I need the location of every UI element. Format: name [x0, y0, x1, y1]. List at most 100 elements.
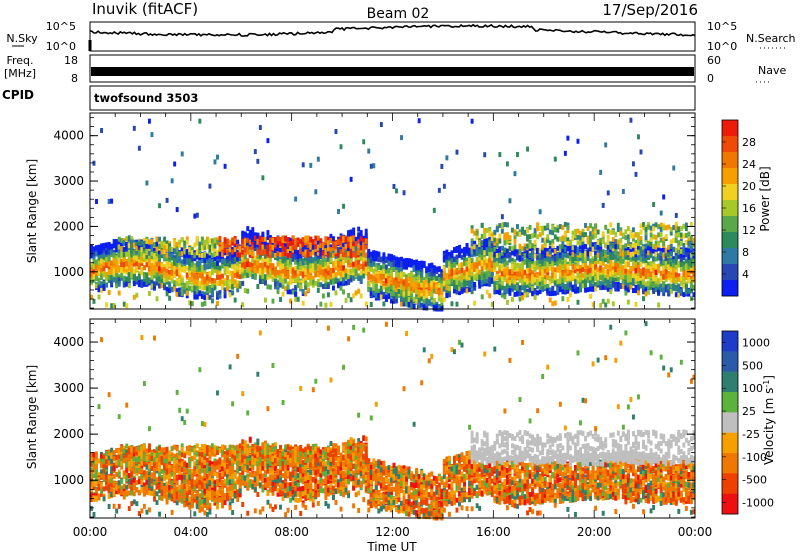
- rti-cell: [150, 274, 154, 280]
- rti-cell: [117, 281, 121, 287]
- rti-cell: [183, 243, 187, 249]
- rti-cell: [407, 299, 411, 305]
- rti-cell: [440, 163, 444, 169]
- rti-cell: [258, 235, 262, 241]
- rti-cell: [455, 279, 459, 285]
- rti-cell: [379, 281, 383, 287]
- rti-cell: [493, 285, 497, 291]
- rti-cell: [208, 288, 212, 294]
- rti-cell: [500, 258, 504, 264]
- rti-cell: [241, 252, 245, 258]
- rti-cell: [395, 261, 398, 267]
- rti-cell: [203, 295, 207, 301]
- rti-cell: [526, 258, 530, 264]
- rti-cell: [208, 276, 212, 282]
- rti-cell: [347, 236, 351, 242]
- rti-cell: [243, 262, 247, 268]
- rti-cell: [349, 257, 353, 263]
- rti-cell: [321, 269, 325, 275]
- rti-cell: [420, 277, 424, 283]
- rti-cell: [566, 296, 570, 302]
- rti-cell: [90, 267, 93, 273]
- rti-cell: [266, 284, 270, 290]
- rti-cell: [548, 287, 552, 293]
- rti-cell: [561, 255, 565, 261]
- rti-cell: [170, 286, 174, 292]
- rti-cell: [437, 289, 441, 295]
- rti-cell: [200, 280, 204, 286]
- rti-cell: [498, 252, 502, 258]
- rti-cell: [468, 282, 472, 288]
- rti-cell: [132, 125, 136, 131]
- rti-cell: [528, 282, 532, 288]
- rti-cell: [465, 274, 469, 280]
- rti-cell: [473, 281, 477, 287]
- rti-cell: [473, 300, 477, 306]
- rti-cell: [142, 273, 146, 279]
- rti-cell: [405, 264, 409, 270]
- rti-cell: [178, 274, 182, 280]
- rti-cell: [488, 277, 492, 283]
- rti-cell: [465, 280, 469, 286]
- rti-cell: [536, 284, 540, 290]
- rti-cell: [175, 257, 179, 263]
- rti-cell: [185, 272, 189, 278]
- rti-cell: [508, 270, 512, 276]
- rti-cell: [367, 255, 371, 261]
- rti-cell: [566, 222, 570, 228]
- rti-cell: [165, 286, 169, 292]
- rti-cell: [301, 263, 305, 269]
- rti-cell: [311, 239, 315, 245]
- rti-cell: [243, 258, 247, 264]
- rti-cell: [442, 268, 446, 274]
- rti-cell: [558, 258, 562, 264]
- rti-cell: [425, 300, 429, 306]
- rti-cell: [299, 243, 303, 249]
- rti-cell: [405, 289, 409, 295]
- freq-label: Freq.: [6, 54, 33, 67]
- rti-cell: [97, 266, 101, 272]
- rti-cell: [533, 228, 537, 234]
- rti-cell: [266, 274, 270, 280]
- rti-cell: [536, 234, 540, 240]
- rti-cell: [460, 274, 464, 280]
- rti-cell: [223, 289, 227, 295]
- rti-cell: [95, 198, 98, 204]
- rti-cell: [528, 224, 532, 230]
- rti-cell: [450, 253, 454, 259]
- rti-cell: [382, 268, 386, 274]
- rti-cell: [190, 268, 194, 274]
- nave-label: Nave: [758, 64, 786, 77]
- rti-cell: [213, 159, 217, 165]
- rti-cell: [516, 151, 519, 157]
- rti-cell: [226, 242, 230, 248]
- rti-cell: [223, 238, 227, 244]
- rti-cell: [195, 236, 199, 242]
- rti-cell: [536, 249, 540, 255]
- rti-cell: [384, 274, 388, 280]
- rti-cell: [301, 237, 305, 243]
- rti-cell: [410, 283, 414, 289]
- rti-cell: [301, 300, 305, 306]
- rti-cell: [546, 237, 550, 243]
- rti-cell: [120, 273, 124, 279]
- rti-cell: [458, 286, 461, 292]
- rti-cell: [541, 280, 545, 286]
- rti-cell: [178, 281, 182, 287]
- rti-cell: [271, 252, 275, 258]
- rti-cell: [526, 255, 530, 261]
- rti-cell: [422, 288, 426, 294]
- rti-cell: [566, 246, 570, 252]
- rti-cell: [263, 261, 267, 267]
- rti-cell: [147, 239, 151, 245]
- rti-cell: [266, 244, 270, 250]
- rti-cell: [425, 266, 429, 272]
- rti-cell: [518, 270, 522, 276]
- rti-cell: [379, 122, 383, 128]
- rti-cell: [556, 278, 560, 284]
- rti-cell: [556, 266, 560, 272]
- rti-cell: [150, 250, 154, 256]
- rti-cell: [294, 244, 298, 250]
- rti-cell: [531, 243, 535, 249]
- rti-cell: [95, 248, 98, 254]
